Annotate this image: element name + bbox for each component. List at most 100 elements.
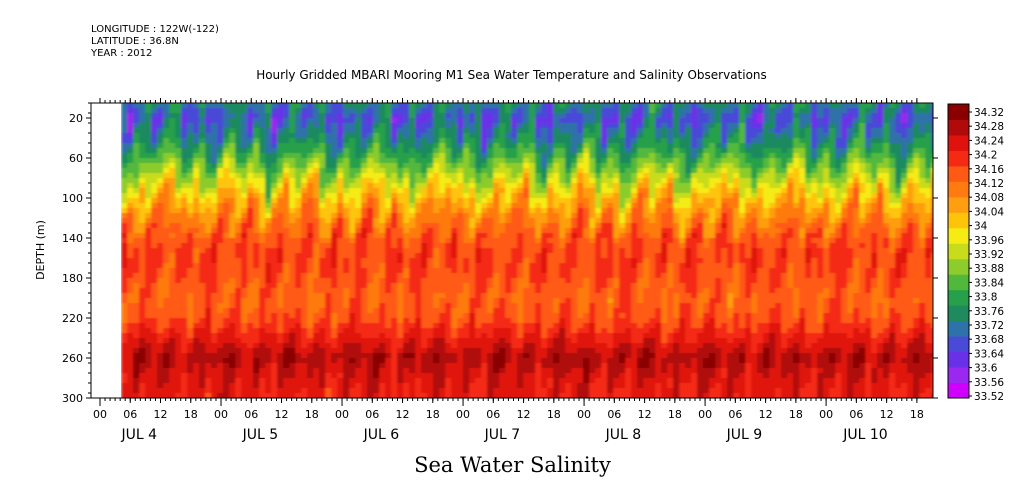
heatmap-cell xyxy=(559,238,566,244)
heatmap-cell xyxy=(271,368,278,374)
heatmap-cell xyxy=(451,243,458,249)
heatmap-cell xyxy=(301,333,308,339)
heatmap-cell xyxy=(199,373,206,379)
heatmap-cell xyxy=(157,103,164,109)
heatmap-cell xyxy=(619,308,626,314)
heatmap-cell xyxy=(457,263,464,269)
heatmap-cell xyxy=(301,348,308,354)
heatmap-cell xyxy=(499,318,506,324)
heatmap-cell xyxy=(163,138,170,144)
heatmap-cell xyxy=(301,218,308,224)
heatmap-cell xyxy=(133,308,140,314)
heatmap-cell xyxy=(247,208,254,214)
heatmap-cell xyxy=(475,283,482,289)
heatmap-cell xyxy=(379,278,386,284)
heatmap-cell xyxy=(193,178,200,184)
heatmap-cell xyxy=(169,298,176,304)
heatmap-cell xyxy=(547,358,554,364)
heatmap-cell xyxy=(397,118,404,124)
heatmap-cell xyxy=(241,303,248,309)
heatmap-cell xyxy=(607,268,614,274)
heatmap-cell xyxy=(319,103,326,109)
heatmap-cell xyxy=(463,383,470,389)
heatmap-cell xyxy=(373,123,380,129)
heatmap-cell xyxy=(511,178,518,184)
heatmap-cell xyxy=(481,338,488,344)
heatmap-cell xyxy=(367,253,374,259)
heatmap-cell xyxy=(325,278,332,284)
heatmap-cell xyxy=(607,358,614,364)
heatmap-cell xyxy=(547,138,554,144)
heatmap-cell xyxy=(277,248,284,254)
heatmap-cell xyxy=(127,263,134,269)
heatmap-cell xyxy=(319,378,326,384)
heatmap-cell xyxy=(613,188,620,194)
heatmap-cell xyxy=(475,113,482,119)
heatmap-cell xyxy=(565,293,572,299)
heatmap-cell xyxy=(385,223,392,229)
heatmap-cell xyxy=(289,133,296,139)
heatmap-cell xyxy=(331,373,338,379)
heatmap-cell xyxy=(565,213,572,219)
heatmap-cell xyxy=(457,133,464,139)
heatmap-cell xyxy=(205,373,212,379)
heatmap-cell xyxy=(475,198,482,204)
heatmap-cell xyxy=(379,173,386,179)
heatmap-cell xyxy=(613,283,620,289)
heatmap-cell xyxy=(481,123,488,129)
heatmap-cell xyxy=(373,258,380,264)
heatmap-cell xyxy=(175,138,182,144)
heatmap-cell xyxy=(151,313,158,319)
heatmap-cell xyxy=(199,203,206,209)
heatmap-cell xyxy=(313,168,320,174)
heatmap-cell xyxy=(595,283,602,289)
heatmap-cell xyxy=(397,248,404,254)
heatmap-cell xyxy=(469,243,476,249)
heatmap-cell xyxy=(493,258,500,264)
heatmap-cell xyxy=(121,268,128,274)
heatmap-cell xyxy=(277,118,284,124)
heatmap-cell xyxy=(613,153,620,159)
heatmap-cell xyxy=(415,373,422,379)
heatmap-cell xyxy=(535,313,542,319)
heatmap-cell xyxy=(391,308,398,314)
heatmap-cell xyxy=(349,108,356,114)
heatmap-cell xyxy=(559,213,566,219)
heatmap-cell xyxy=(289,243,296,249)
heatmap-cell xyxy=(259,313,266,319)
heatmap-cell xyxy=(529,268,536,274)
heatmap-cell xyxy=(295,213,302,219)
heatmap-cell xyxy=(301,208,308,214)
heatmap-cell xyxy=(121,373,128,379)
heatmap-cell xyxy=(157,338,164,344)
heatmap-cell xyxy=(265,288,272,294)
heatmap-cell xyxy=(175,203,182,209)
heatmap-cell xyxy=(457,363,464,369)
heatmap-cell xyxy=(553,258,560,264)
heatmap-cell xyxy=(403,328,410,334)
heatmap-cell xyxy=(133,303,140,309)
heatmap-cell xyxy=(607,348,614,354)
heatmap-cell xyxy=(559,108,566,114)
heatmap-cell xyxy=(211,138,218,144)
heatmap-cell xyxy=(223,228,230,234)
heatmap-cell xyxy=(457,183,464,189)
heatmap-cell xyxy=(289,178,296,184)
heatmap-cell xyxy=(493,343,500,349)
heatmap-cell xyxy=(199,363,206,369)
heatmap-cell xyxy=(427,238,434,244)
heatmap-cell xyxy=(481,243,488,249)
heatmap-cell xyxy=(199,318,206,324)
heatmap-cell xyxy=(121,393,128,398)
heatmap-cell xyxy=(289,338,296,344)
heatmap-cell xyxy=(133,133,140,139)
heatmap-cell xyxy=(139,223,146,229)
heatmap-cell xyxy=(559,348,566,354)
heatmap-cell xyxy=(529,313,536,319)
heatmap-cell xyxy=(235,288,242,294)
heatmap-cell xyxy=(319,388,326,394)
heatmap-cell xyxy=(151,178,158,184)
heatmap-cell xyxy=(283,348,290,354)
heatmap-cell xyxy=(151,278,158,284)
heatmap-cell xyxy=(523,153,530,159)
